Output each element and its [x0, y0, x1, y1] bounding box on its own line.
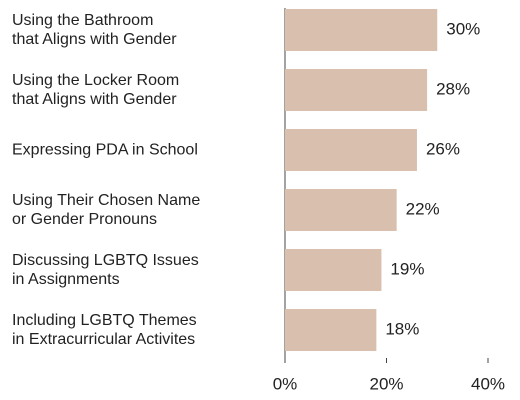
bar — [285, 189, 397, 231]
x-tick-label: 20% — [369, 374, 403, 393]
bar — [285, 129, 417, 171]
category-label: Including LGBTQ Themes in Extracurricula… — [12, 312, 197, 348]
value-label: 28% — [436, 79, 470, 98]
value-label: 30% — [446, 19, 480, 38]
category-label: Expressing PDA in School — [12, 141, 198, 159]
value-label: 22% — [406, 199, 440, 218]
category-label: Using the Locker Room that Aligns with G… — [12, 72, 180, 108]
bar — [285, 249, 382, 291]
value-label: 19% — [390, 259, 424, 278]
category-label: Using the Bathroom that Aligns with Gend… — [12, 12, 177, 48]
bar — [285, 69, 428, 111]
bar — [285, 309, 377, 351]
bar — [285, 9, 438, 51]
value-label: 26% — [426, 139, 460, 158]
x-tick-label: 40% — [471, 374, 505, 393]
x-tick-label: 0% — [273, 374, 298, 393]
category-label: Discussing LGBTQ Issues in Assignments — [12, 252, 199, 288]
category-label: Using Their Chosen Name or Gender Pronou… — [12, 192, 201, 228]
value-label: 18% — [385, 319, 419, 338]
